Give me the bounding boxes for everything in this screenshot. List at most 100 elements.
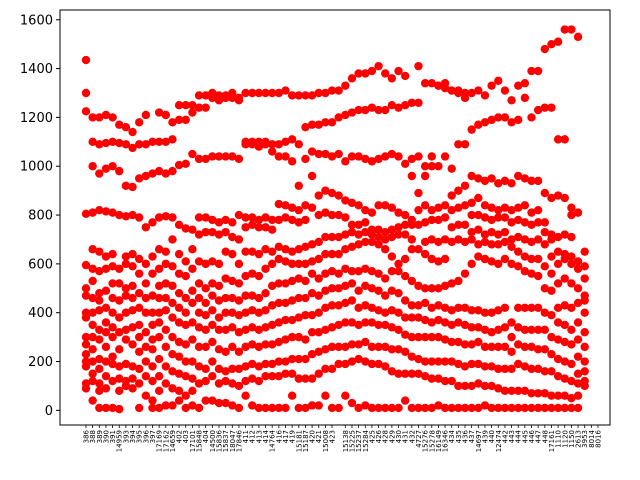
data-point bbox=[294, 293, 303, 303]
data-point bbox=[148, 320, 157, 330]
axes-layer: 0200400600800100012001400160038638838939… bbox=[20, 9, 611, 452]
data-point bbox=[434, 162, 443, 171]
data-point bbox=[440, 152, 450, 161]
data-point bbox=[467, 381, 476, 391]
data-point bbox=[361, 105, 370, 115]
data-point bbox=[301, 201, 310, 210]
data-point bbox=[188, 245, 197, 254]
data-point bbox=[520, 325, 530, 334]
data-point bbox=[168, 350, 177, 359]
data-point bbox=[294, 205, 303, 215]
data-point bbox=[261, 245, 270, 254]
data-point bbox=[128, 262, 137, 271]
data-point bbox=[234, 96, 244, 105]
data-point bbox=[427, 284, 436, 293]
x-tick-label: 423 bbox=[329, 430, 337, 443]
data-point bbox=[460, 181, 470, 190]
y-tick-label: 1200 bbox=[20, 111, 53, 126]
data-point bbox=[374, 306, 383, 315]
data-point bbox=[108, 279, 117, 288]
data-point bbox=[467, 235, 476, 244]
data-point bbox=[174, 160, 184, 170]
data-point bbox=[101, 384, 111, 393]
data-point bbox=[480, 118, 490, 127]
data-point bbox=[547, 39, 556, 49]
data-point bbox=[81, 209, 91, 219]
points-layer bbox=[81, 25, 589, 414]
data-point bbox=[480, 213, 490, 222]
data-point bbox=[81, 384, 91, 393]
data-point bbox=[101, 252, 111, 261]
data-point bbox=[261, 323, 270, 332]
data-point bbox=[533, 176, 543, 186]
data-point bbox=[327, 323, 337, 332]
data-point bbox=[341, 196, 350, 205]
data-point bbox=[234, 347, 244, 356]
data-point bbox=[154, 354, 164, 364]
data-point bbox=[321, 208, 330, 217]
data-point bbox=[467, 88, 476, 98]
data-point bbox=[573, 403, 583, 413]
data-point bbox=[274, 403, 284, 413]
data-point bbox=[487, 227, 496, 237]
data-point bbox=[248, 374, 257, 383]
data-point bbox=[121, 308, 131, 317]
data-point bbox=[560, 193, 569, 203]
data-point bbox=[281, 137, 290, 147]
data-point bbox=[540, 325, 550, 334]
data-point bbox=[228, 364, 237, 374]
data-point bbox=[573, 208, 583, 217]
data-point bbox=[181, 320, 190, 330]
data-point bbox=[514, 115, 523, 125]
data-point bbox=[321, 364, 330, 374]
data-point bbox=[281, 245, 290, 254]
data-point bbox=[181, 340, 190, 349]
data-point bbox=[88, 369, 97, 378]
data-point bbox=[281, 298, 290, 308]
data-point bbox=[314, 369, 323, 378]
data-point bbox=[121, 381, 131, 391]
data-point bbox=[194, 403, 204, 413]
data-point bbox=[254, 249, 264, 259]
data-point bbox=[500, 227, 510, 237]
data-point bbox=[248, 213, 257, 222]
data-point bbox=[274, 279, 284, 288]
data-point bbox=[248, 269, 257, 278]
data-point bbox=[267, 403, 277, 413]
data-point bbox=[400, 230, 410, 239]
data-point bbox=[527, 389, 536, 398]
data-point bbox=[321, 249, 330, 259]
x-tick-label: 4727 bbox=[415, 430, 423, 448]
data-point bbox=[115, 166, 124, 176]
data-point bbox=[520, 342, 530, 352]
data-point bbox=[434, 203, 443, 212]
data-point bbox=[381, 152, 390, 161]
data-point bbox=[168, 332, 177, 342]
data-point bbox=[454, 337, 463, 347]
data-point bbox=[341, 281, 350, 291]
data-point bbox=[560, 391, 569, 400]
data-point bbox=[381, 235, 390, 244]
data-point bbox=[347, 220, 357, 230]
data-point bbox=[514, 303, 523, 313]
data-point bbox=[234, 328, 244, 337]
data-point bbox=[228, 323, 237, 332]
data-point bbox=[440, 83, 450, 93]
data-point bbox=[88, 276, 97, 286]
data-point bbox=[347, 108, 357, 117]
data-point bbox=[447, 320, 456, 330]
data-point bbox=[341, 342, 350, 352]
data-point bbox=[540, 227, 550, 237]
data-point bbox=[281, 335, 290, 344]
data-point bbox=[307, 147, 317, 156]
data-point bbox=[567, 232, 576, 242]
data-point bbox=[101, 342, 111, 352]
data-point bbox=[560, 274, 569, 283]
data-point bbox=[154, 213, 164, 222]
data-point bbox=[347, 267, 357, 276]
data-point bbox=[108, 208, 117, 217]
data-point bbox=[527, 113, 536, 122]
data-point bbox=[314, 347, 323, 356]
data-point bbox=[261, 140, 270, 149]
data-point bbox=[394, 223, 403, 232]
